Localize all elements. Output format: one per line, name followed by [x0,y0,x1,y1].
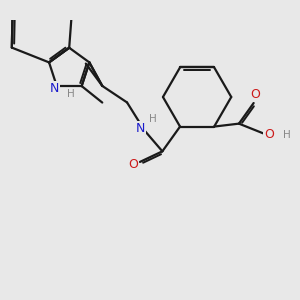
Text: H: H [67,89,75,99]
Text: O: O [128,158,138,171]
Text: H: H [283,130,290,140]
Text: N: N [50,82,59,95]
Text: H: H [149,114,157,124]
Text: O: O [250,88,260,101]
Text: O: O [264,128,274,141]
Text: N: N [136,122,145,135]
